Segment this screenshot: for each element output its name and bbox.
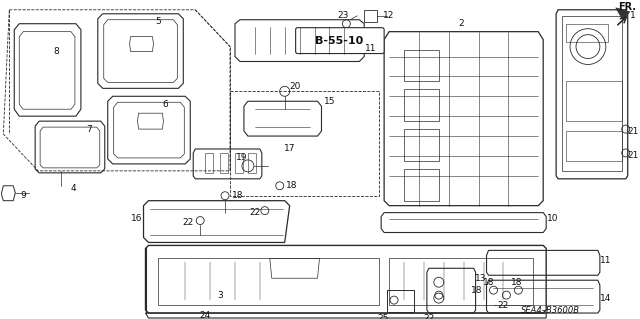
Text: 22: 22 bbox=[249, 208, 260, 217]
Text: 22: 22 bbox=[182, 218, 194, 227]
Text: B-55-10: B-55-10 bbox=[316, 36, 364, 46]
Text: 9: 9 bbox=[20, 191, 26, 200]
Text: 13: 13 bbox=[475, 274, 486, 283]
Text: 2: 2 bbox=[458, 19, 463, 28]
Text: 11: 11 bbox=[365, 44, 377, 53]
Text: 22: 22 bbox=[423, 314, 435, 319]
Text: 19: 19 bbox=[236, 153, 248, 162]
Text: 5: 5 bbox=[156, 17, 161, 26]
Text: 10: 10 bbox=[547, 214, 559, 223]
Text: FR.: FR. bbox=[618, 2, 636, 12]
Text: 21: 21 bbox=[627, 152, 638, 160]
Text: 15: 15 bbox=[324, 97, 335, 106]
Text: 18: 18 bbox=[511, 278, 522, 287]
Text: 18: 18 bbox=[483, 278, 494, 287]
Text: 24: 24 bbox=[200, 310, 211, 319]
Text: 16: 16 bbox=[131, 214, 142, 223]
Text: 20: 20 bbox=[289, 82, 300, 91]
FancyBboxPatch shape bbox=[296, 28, 384, 54]
Text: 17: 17 bbox=[284, 145, 296, 153]
Text: 25: 25 bbox=[378, 314, 389, 319]
Text: 6: 6 bbox=[163, 100, 168, 109]
Text: 8: 8 bbox=[53, 47, 59, 56]
Text: 23: 23 bbox=[338, 11, 349, 20]
Text: 12: 12 bbox=[383, 11, 395, 20]
Text: 11: 11 bbox=[600, 256, 612, 265]
Text: SEA4–B3600B: SEA4–B3600B bbox=[522, 306, 580, 315]
Text: 4: 4 bbox=[70, 184, 76, 193]
Text: 21: 21 bbox=[627, 127, 638, 136]
Text: 18: 18 bbox=[232, 191, 244, 200]
Text: 18: 18 bbox=[286, 181, 298, 190]
Text: 1: 1 bbox=[630, 11, 636, 20]
Polygon shape bbox=[616, 8, 630, 20]
Text: 18: 18 bbox=[471, 286, 483, 295]
Text: 14: 14 bbox=[600, 293, 612, 303]
Text: 7: 7 bbox=[86, 125, 92, 134]
Text: 3: 3 bbox=[217, 291, 223, 300]
Text: 22: 22 bbox=[498, 300, 509, 309]
